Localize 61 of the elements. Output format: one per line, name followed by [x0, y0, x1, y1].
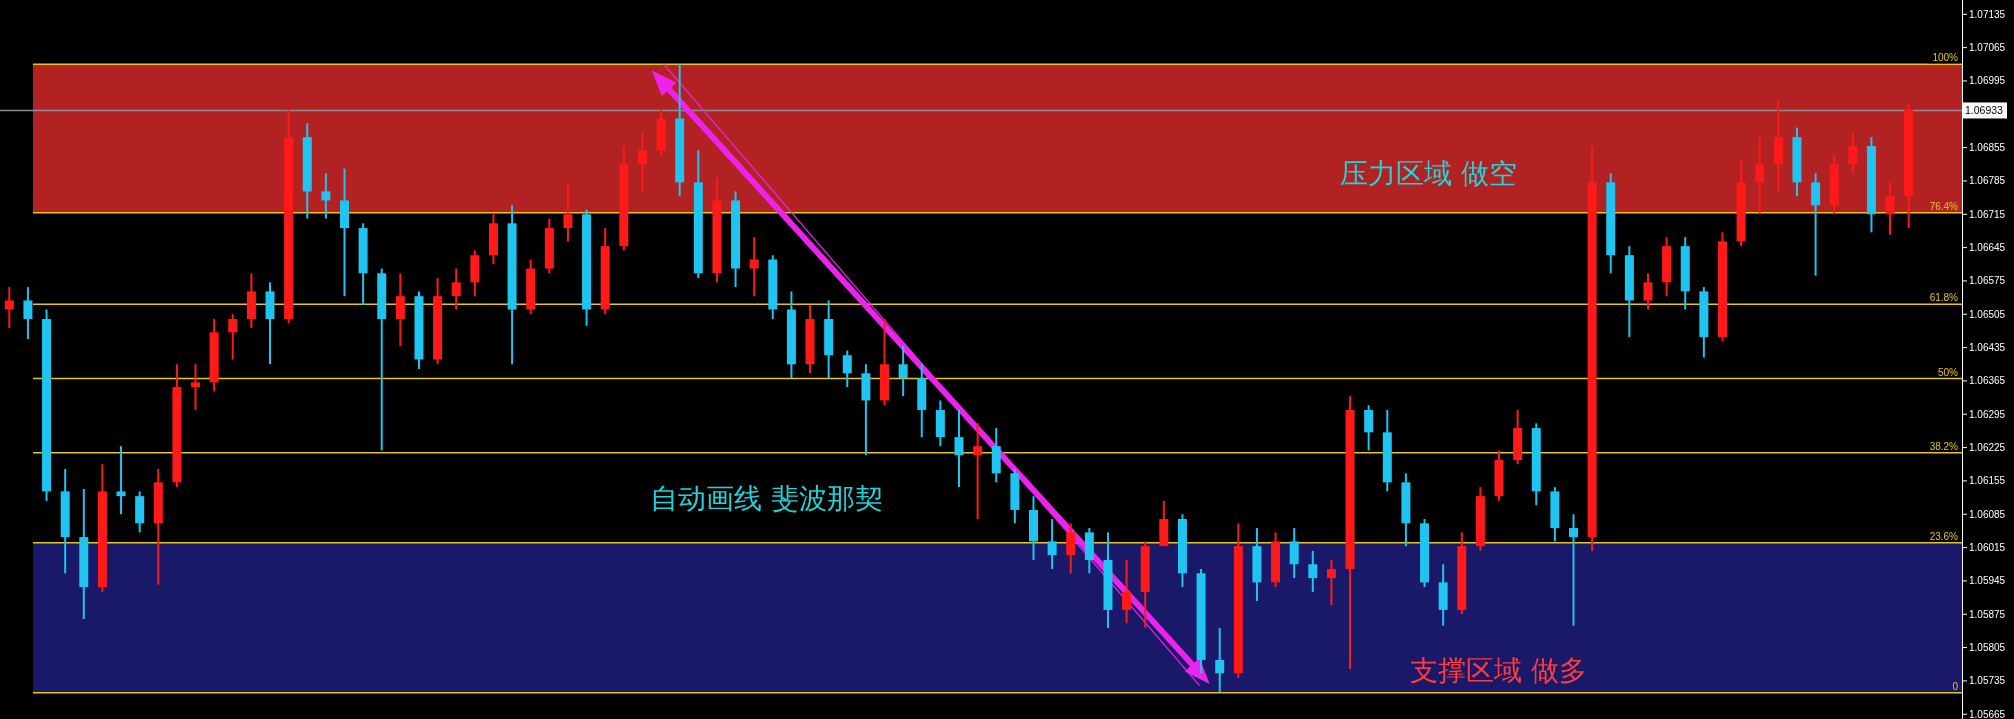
candlestick — [954, 408, 964, 489]
y-tick-label: 1.05875 — [1969, 608, 2006, 620]
y-tick-label: 1.06575 — [1969, 275, 2006, 287]
candlestick — [23, 286, 33, 341]
candlestick — [4, 286, 14, 330]
y-tick-label: 1.06085 — [1969, 508, 2006, 520]
candlestick — [321, 172, 331, 220]
candlestick — [1364, 404, 1374, 452]
annotation: 支撑区域 做多 — [1410, 654, 1587, 687]
candlestick — [116, 445, 126, 516]
candlestick — [1215, 627, 1225, 693]
candlestick — [451, 267, 461, 311]
y-tick-label: 1.06435 — [1969, 342, 2006, 354]
candlestick — [1643, 272, 1653, 311]
candlestick — [1569, 513, 1578, 627]
candlestick — [842, 349, 852, 389]
y-tick-label: 1.06155 — [1969, 475, 2006, 487]
y-tick-label: 1.06995 — [1969, 75, 2006, 87]
annotation: 38.2% — [1929, 440, 1959, 452]
candlestick — [898, 345, 908, 398]
candlestick — [1066, 522, 1076, 575]
y-tick-label: 1.06505 — [1969, 308, 2006, 320]
candlestick — [563, 181, 573, 243]
annotation: 23.6% — [1929, 530, 1959, 542]
y-tick-label: 1.06365 — [1969, 375, 2006, 387]
candlestick — [1755, 136, 1765, 216]
annotation: 100% — [1932, 52, 1959, 64]
candlestick — [1811, 172, 1821, 277]
candlestick — [1885, 181, 1895, 236]
candlestick — [637, 131, 647, 193]
y-tick-label: 1.06785 — [1969, 175, 2006, 187]
candlestick — [973, 422, 983, 521]
y-tick-label: 1.06015 — [1969, 542, 2006, 554]
ref-line-label: 1.06933 — [1965, 104, 2004, 117]
annotation: 50% — [1937, 366, 1959, 378]
y-tick-label: 1.05665 — [1969, 708, 2006, 719]
candlestick — [1047, 518, 1057, 571]
candlestick — [395, 272, 405, 348]
annotation: 自动画线 斐波那契 — [650, 482, 883, 515]
candlestick — [1848, 131, 1858, 175]
candlestick — [228, 313, 238, 361]
y-tick-label: 1.06645 — [1969, 242, 2006, 254]
candlestick — [191, 363, 201, 411]
y-tick-label: 1.06715 — [1969, 208, 2006, 220]
annotation: 76.4% — [1929, 200, 1959, 212]
y-tick-label: 1.07135 — [1969, 8, 2006, 20]
candlestick — [1122, 558, 1132, 625]
candlestick — [1308, 549, 1318, 593]
y-tick-label: 1.05735 — [1969, 675, 2006, 687]
y-tick-label: 1.05805 — [1969, 642, 2006, 654]
y-tick-label: 1.06855 — [1969, 142, 2006, 154]
y-tick-label: 1.05945 — [1969, 575, 2006, 587]
candlestick — [1326, 558, 1336, 607]
annotation: 压力区域 做空 — [1340, 157, 1517, 190]
y-tick-label: 1.06295 — [1969, 408, 2006, 420]
candlestick — [1289, 527, 1299, 580]
annotation: 0 — [1952, 680, 1959, 692]
y-tick-label: 1.06225 — [1969, 442, 2006, 454]
y-tick-label: 1.07065 — [1969, 42, 2006, 54]
annotation: 61.8% — [1929, 292, 1959, 304]
candlestick — [749, 236, 759, 298]
